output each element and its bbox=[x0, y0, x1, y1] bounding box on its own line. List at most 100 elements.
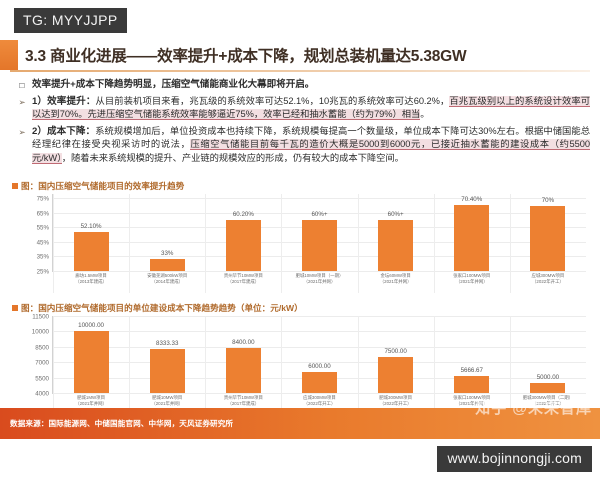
x-axis-category-label: 金坛60MW项目 （2021年并网） bbox=[379, 273, 412, 284]
gridline: 11500 bbox=[32, 314, 586, 321]
bar-value-label: 10000.00 bbox=[78, 322, 104, 330]
bullet2-lead: 1）效率提升： bbox=[32, 96, 96, 107]
bar: 5666.67 bbox=[454, 367, 490, 393]
bullet2-text-a: 从目前装机项目来看，兆瓦级的系统效率可达52.1%，10兆瓦的系统效率可达60.… bbox=[95, 96, 450, 106]
bar-value-label: 52.10% bbox=[80, 222, 102, 230]
y-axis-tick-label: 8500 bbox=[35, 344, 49, 352]
y-axis-tick-label: 65% bbox=[36, 210, 49, 218]
category-separator bbox=[53, 316, 54, 415]
gridline: 8500 bbox=[35, 344, 586, 351]
telegram-watermark-tag: TG: MYYJJPP bbox=[14, 8, 127, 33]
y-axis-tick-label: 10000 bbox=[31, 328, 49, 336]
bar: 5000.00 bbox=[530, 374, 566, 393]
x-axis-category-label: 张家口100MW项目 （2021年并网） bbox=[453, 273, 491, 284]
bar-value-label: 8333.33 bbox=[156, 339, 179, 347]
bar-value-label: 60.20% bbox=[232, 210, 254, 218]
bar: 60.20% bbox=[225, 211, 261, 271]
bar-value-label: 60%+ bbox=[387, 211, 404, 219]
bar-slot: 10000.00 肥城1MW项目 （2021年并网） bbox=[53, 316, 129, 415]
bar-value-label: 6000.00 bbox=[308, 363, 331, 371]
title-accent-bar bbox=[0, 40, 18, 70]
bar: 8400.00 bbox=[225, 339, 261, 393]
bar-value-label: 8400.00 bbox=[232, 338, 255, 346]
x-axis-category-label: 安徽芜湖500kW项目 （2014年建成） bbox=[147, 273, 188, 284]
chart-1-title-marker-icon bbox=[12, 183, 18, 189]
y-axis-tick-label: 35% bbox=[36, 253, 49, 261]
bar-slot: 60.20% 贵州毕节10MW项目 （2017年建成） bbox=[205, 194, 281, 293]
bar-slot: 52.10% 廊坊1.5MW项目 （2013年建成） bbox=[53, 194, 129, 293]
bar-slot: 8400.00 贵州毕节10MW项目 （2017年建成） bbox=[205, 316, 281, 415]
bar: 7500.00 bbox=[378, 348, 414, 393]
source-note: 数据来源：国际能源网、中储国能官网、中华网，天风证券研究所 bbox=[10, 419, 234, 428]
gridline: 25% bbox=[37, 269, 586, 276]
x-axis-category-label: 应城300MW项目 （2022年开工） bbox=[303, 395, 336, 406]
bullet-paragraph-1: □ 效率提升+成本下降趋势明显，压缩空气储能商业化大幕即将开启。 bbox=[12, 78, 590, 92]
chart-efficiency-trend: 25% 35% 45% 55% 65% 75% 52.10% 廊坊1.5MW项目 （2013年建… bbox=[12, 194, 590, 294]
page-title: 3.3 商业化进展——效率提升+成本下降，规划总装机量达5.38GW bbox=[25, 48, 467, 65]
bar: 8333.33 bbox=[149, 340, 185, 393]
bullet1-text: 效率提升+成本下降趋势明显，压缩空气储能商业化大幕即将开启。 bbox=[32, 79, 315, 90]
gridline: 4000 bbox=[35, 391, 586, 398]
bar-value-label: 7500.00 bbox=[384, 348, 407, 356]
y-axis-tick-label: 55% bbox=[36, 224, 49, 232]
y-axis-tick-label: 75% bbox=[36, 195, 49, 203]
bar-slot: 60%+ 金坛60MW项目 （2021年并网） bbox=[357, 194, 434, 293]
bullet-arrow-icon-2: ➢ bbox=[18, 126, 26, 137]
chart-1-title: 图：国内压缩空气储能项目的效率提升趋势 bbox=[12, 180, 184, 192]
chart-unit-cost-trend: 4000 5500 7000 8500 10000 11500 10000.00 肥城1MW项… bbox=[12, 314, 590, 416]
chart-1-plot-area: 25% 35% 45% 55% 65% 75% 52.10% 廊坊1.5MW项目 （2013年建… bbox=[37, 194, 586, 293]
bar-slot: 70% 应城300MW项目 （2022年开工） bbox=[509, 194, 586, 293]
x-axis-category-label: 贵州毕节10MW项目 （2017年建成） bbox=[223, 273, 263, 284]
bar-slot: 33% 安徽芜湖500kW项目 （2014年建成） bbox=[129, 194, 205, 293]
category-separator bbox=[433, 316, 435, 415]
body-text-block: □ 效率提升+成本下降趋势明显，压缩空气储能商业化大幕即将开启。 ➢ 1）效率提… bbox=[12, 78, 590, 168]
x-axis-category-label: 肥城1MW项目 （2021年并网） bbox=[75, 395, 107, 406]
bar: 6000.00 bbox=[301, 363, 337, 393]
bullet2-text-b: 。 bbox=[420, 109, 430, 120]
bar-slot: 5666.67 张家口100MW项目 （2021年并网） bbox=[433, 316, 510, 415]
chart-2-plot-area: 4000 5500 7000 8500 10000 11500 10000.00 肥城1MW项… bbox=[32, 314, 586, 415]
bar: 60%+ bbox=[378, 211, 414, 271]
bullet3-text-b: ，随着未来系统规模的提升、产业链的规模效应的形成，仍有较大的成本下降空间。 bbox=[61, 152, 404, 163]
y-axis-tick-label: 25% bbox=[36, 268, 49, 276]
y-axis-tick-label: 4000 bbox=[35, 390, 49, 398]
x-axis-category-label: 肥城300MW项目 （2022年开工） bbox=[379, 395, 412, 406]
category-separator bbox=[129, 316, 131, 415]
category-separator bbox=[357, 316, 359, 415]
x-axis-category-label: 肥城300MW项目（二期） （2022年开工） bbox=[522, 395, 574, 406]
footer-source-band: 数据来源：国际能源网、中储国能官网、中华网，天风证券研究所 bbox=[0, 408, 600, 439]
category-separator bbox=[433, 194, 435, 293]
bar-slot: 70.40% 张家口100MW项目 （2021年并网） bbox=[433, 194, 510, 293]
x-axis-category-label: 贵州毕节10MW项目 （2017年建成） bbox=[223, 395, 263, 406]
chart-1-title-text: 图：国内压缩空气储能项目的效率提升趋势 bbox=[21, 181, 185, 191]
bar: 33% bbox=[149, 250, 185, 271]
bullet-square-icon: □ bbox=[19, 80, 25, 90]
bar-value-label: 70.40% bbox=[461, 196, 483, 204]
bar: 70% bbox=[530, 197, 566, 271]
category-separator bbox=[281, 316, 283, 415]
bar-slot: 5000.00 肥城300MW项目（二期） （2022年开工） bbox=[509, 316, 586, 415]
bar-value-label: 70% bbox=[541, 196, 555, 204]
category-separator bbox=[357, 194, 359, 293]
x-axis-category-label: 廊坊1.5MW项目 （2013年建成） bbox=[75, 273, 107, 284]
gridline: 10000 bbox=[32, 329, 586, 336]
category-separator bbox=[53, 194, 54, 293]
bar-group: 10000.00 肥城1MW项目 （2021年并网） 8333.33 肥城10MW项目（… bbox=[53, 316, 586, 415]
bar-group: 52.10% 廊坊1.5MW项目 （2013年建成） 33% 安徽芜湖500kW项目 （2… bbox=[53, 194, 586, 293]
x-axis-category-label: 应城300MW项目 （2022年开工） bbox=[531, 273, 565, 284]
bar-value-label: 5666.67 bbox=[460, 366, 483, 374]
site-url-watermark: www.bojinnongji.com bbox=[437, 446, 592, 472]
bar-slot: 60%+ 肥城10MW项目（一期） （2021年并网） bbox=[281, 194, 357, 293]
bullet-paragraph-2: ➢ 1）效率提升：从目前装机项目来看，兆瓦级的系统效率可达52.1%，10兆瓦的… bbox=[12, 95, 590, 122]
bullet3-text-a: 系统规模增加后，单位投资成本也持续下降，系统规模每提高一个数量级，单位成本下降可… bbox=[32, 125, 590, 150]
y-axis-tick-label: 5500 bbox=[35, 375, 49, 383]
bar-slot: 8333.33 肥城10MW项目 （2021年并网） bbox=[129, 316, 205, 415]
bar-value-label: 33% bbox=[161, 250, 174, 258]
category-separator bbox=[129, 194, 131, 293]
bar-value-label: 60%+ bbox=[311, 211, 328, 219]
category-separator bbox=[281, 194, 283, 293]
x-axis-category-label: 肥城10MW项目 （2021年并网） bbox=[151, 395, 184, 406]
bar: 10000.00 bbox=[73, 322, 109, 393]
gridline: 75% bbox=[37, 196, 586, 203]
